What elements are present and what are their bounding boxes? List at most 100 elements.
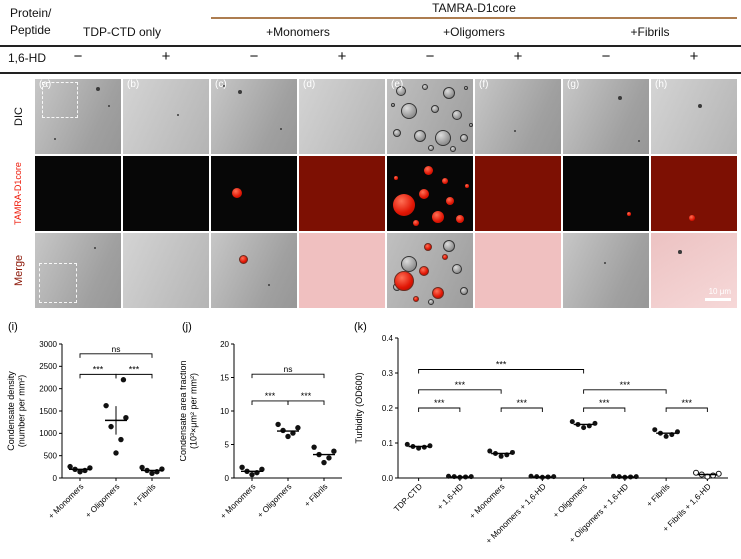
condensate-dot [456,215,464,223]
condensate-dot [432,211,444,223]
micrograph-dic-c: (c) [211,79,297,154]
data-point [67,463,73,470]
panel-letter-e: (e) [391,79,404,90]
micrograph-merge-c [211,233,297,308]
y-tick-label: 0.2 [382,404,394,413]
protein-peptide-label: Protein/ Peptide [10,6,52,38]
dic-vesicle [428,299,434,305]
significance-bracket [251,373,325,379]
significance-bracket [665,407,708,412]
hd-sign-e: − [425,48,435,65]
dic-vesicle [422,84,428,90]
significance-bracket [115,373,153,379]
dic-vesicle [401,256,417,272]
panel-label-j: (j) [182,321,192,333]
significance-bracket [287,400,325,405]
data-point [693,469,700,476]
hd-sign-f: + [513,48,523,65]
y-tick-label: 1500 [39,407,57,416]
data-point [113,450,119,456]
y-axis-title: (10³×μm² per mm²) [189,373,199,449]
dic-speck [53,137,57,141]
dic-speck [279,127,283,131]
micrograph-merge-b [123,233,209,308]
dic-speck [107,104,111,108]
data-point [710,472,717,479]
x-tick-label: + Oligomers [84,482,122,520]
y-tick-label: 0.1 [382,439,394,448]
significance-bracket [583,389,667,394]
data-point [321,459,327,466]
condensate-dot [232,188,242,198]
dic-speck [176,113,180,117]
y-tick-label: 0.4 [382,334,394,343]
tamra-group-rule [211,17,737,19]
data-point [715,470,722,477]
dic-vesicle [450,146,456,152]
panel-label-k: (k) [354,321,367,333]
condensate-dot [413,296,419,302]
micrograph-dic-f: (f) [475,79,561,154]
condensate-dot [394,176,398,180]
data-point [446,473,452,479]
y-tick-label: 2000 [39,384,57,393]
micrograph-dic-h: (h) [651,79,737,154]
y-axis-title: (number per mm²) [17,375,27,448]
col-group-oligomers: +Oligomers [443,25,505,39]
data-point [331,448,337,454]
micrograph-grid: (a) (b) (c) (d) (e) (f) (g) (h) 10 μm [35,79,737,308]
significance-label: *** [93,364,104,374]
micrograph-dic-e: (e) [387,79,473,154]
significance-label: *** [496,360,507,370]
micrograph-dic-a: (a) [35,79,121,154]
dic-speck [603,261,607,265]
significance-bracket [79,353,153,358]
col-group-tdp-ctd-only: TDP-CTD only [82,25,161,39]
chart-condensate-density: (i) Condensate density (number per mm²) 0 50… [6,318,178,559]
chart-turbidity: (k) Turbidity (OD600) 0.0 0.1 0.2 0.3 0.4 TDP-C… [352,318,738,559]
data-point [123,415,129,421]
data-point [551,474,557,480]
dic-vesicle [460,134,468,142]
significance-bracket [418,389,502,394]
micrograph-merge-d [299,233,385,308]
dic-speck [222,84,226,88]
micrograph-tamra-b [123,156,209,231]
y-tick-label: 2500 [39,362,57,371]
micrograph-merge-e [387,233,473,308]
x-tick-label: + Oligomers [256,482,294,520]
hd-sign-c: − [249,48,259,65]
data-point [118,436,124,443]
significance-label: *** [265,391,276,401]
significance-bracket [418,407,461,412]
micrograph-tamra-e [387,156,473,231]
dic-speck [698,104,702,108]
y-tick-label: 500 [44,451,58,460]
panel-letter-c: (c) [215,79,227,90]
condensate-dot [688,214,696,222]
x-tick-label: + Fibrils [131,482,158,509]
y-axis-title: Turbidity (OD600) [354,372,364,443]
y-axis-title: Condensate density [6,371,16,451]
data-point [674,429,680,435]
significance-label: *** [620,380,631,390]
micrograph-tamra-a [35,156,121,231]
micrograph-tamra-d [299,156,385,231]
chart-svg-j: (j) Condensate area fraction (10³×μm² per … [178,321,342,521]
condensate-dot [424,243,432,251]
dic-vesicle [452,264,462,274]
dic-vesicle [464,86,468,90]
data-point [120,377,127,383]
x-tick-label: + Oligomers [551,482,589,520]
y-tick-label: 3000 [39,340,57,349]
hd-sign-a: − [73,48,83,65]
micrograph-dic-b: (b) [123,79,209,154]
y-tick-label: 1000 [39,429,57,438]
row-label-merge: Merge [13,254,25,287]
dic-speck [96,87,100,91]
col-group-monomers: +Monomers [266,25,330,39]
micrograph-merge-a [35,233,121,308]
data-point [249,471,255,478]
panel-letter-g: (g) [567,79,580,90]
data-point [82,467,88,474]
